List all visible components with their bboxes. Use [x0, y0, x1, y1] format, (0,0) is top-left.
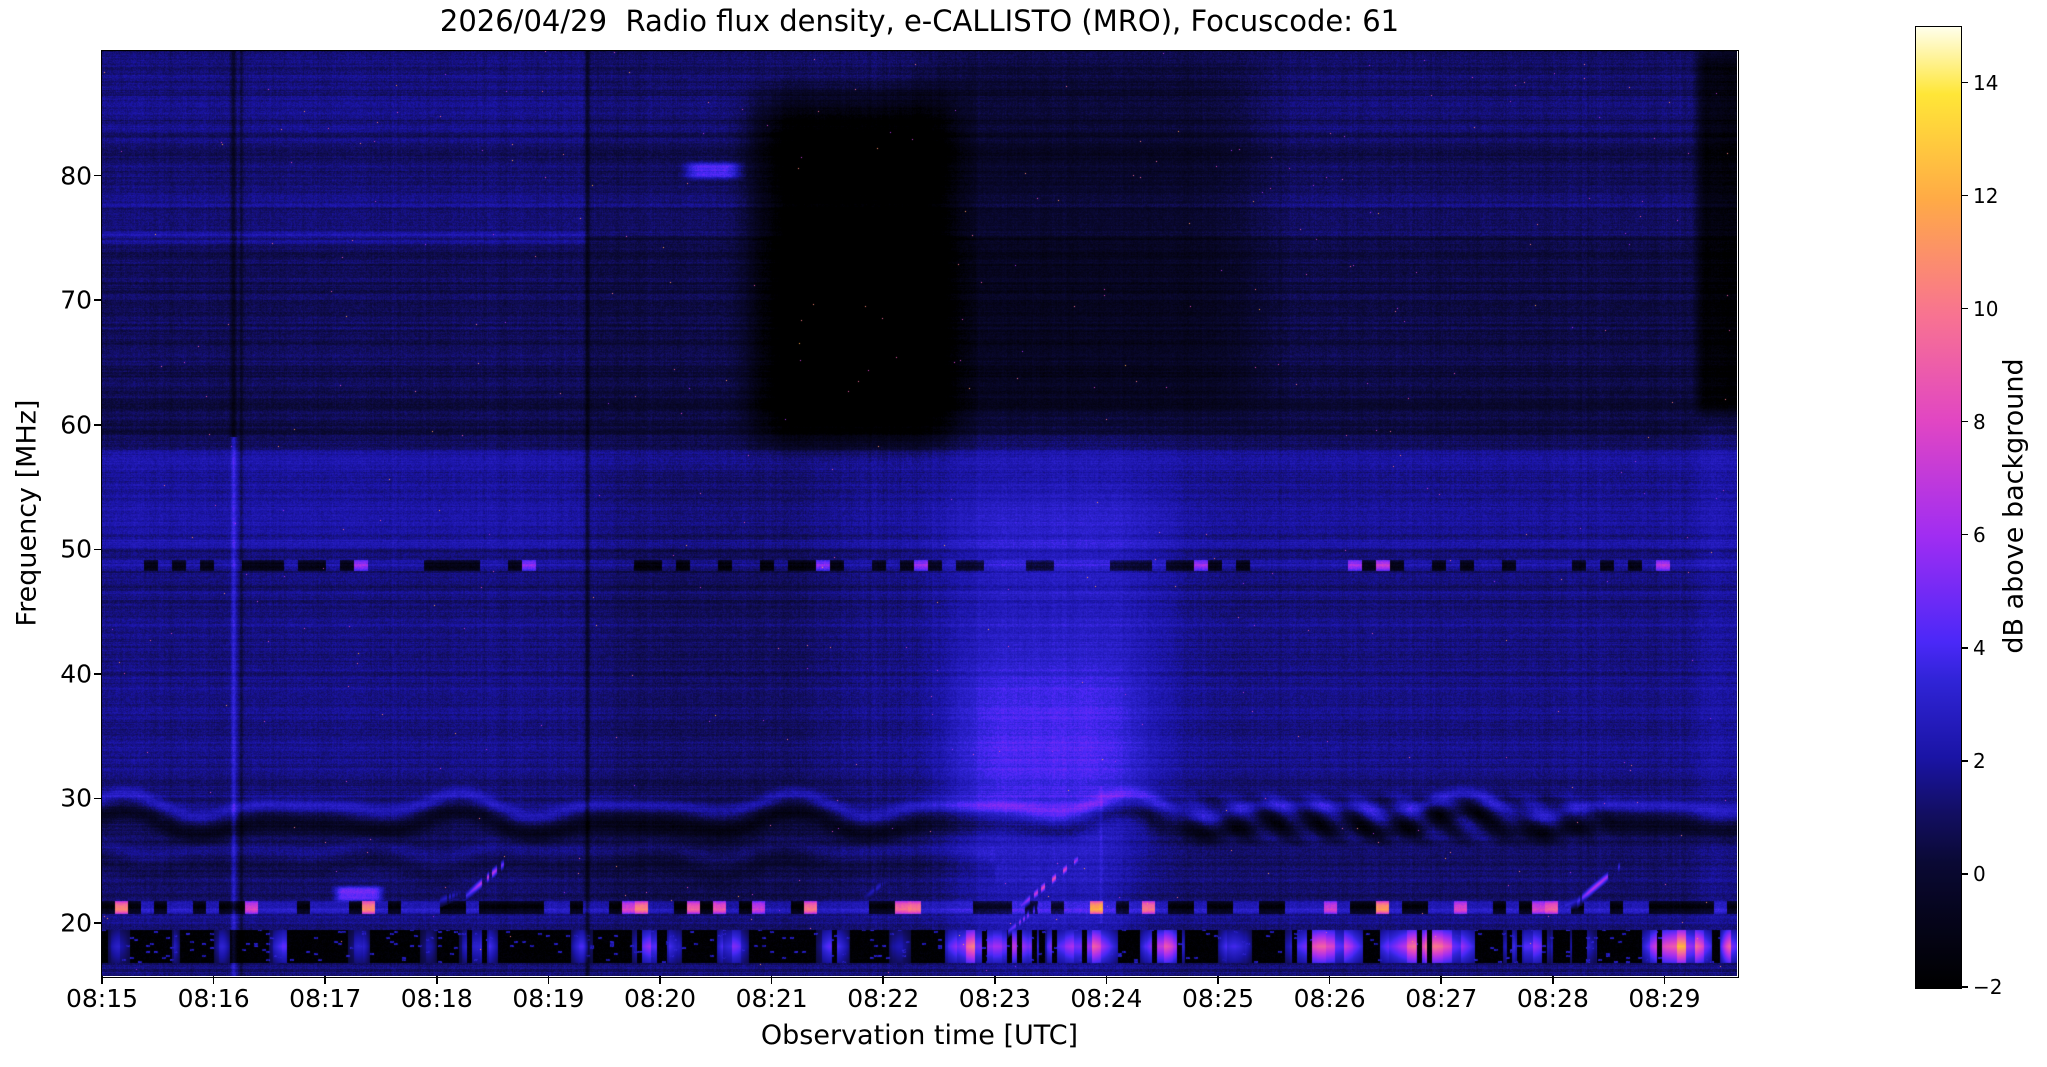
x-tick-mark: [1105, 976, 1108, 984]
x-tick-mark: [659, 976, 661, 984]
y-tick-label: 60: [60, 410, 92, 440]
y-axis-label: Frequency [MHz]: [11, 399, 43, 627]
y-tick-mark: [94, 174, 102, 177]
colorbar-tick-label: 0: [1973, 861, 1986, 886]
x-tick-label: 08:26: [1293, 984, 1366, 1013]
y-tick-mark: [94, 548, 102, 551]
x-tick-label: 08:29: [1628, 984, 1701, 1013]
x-tick-label: 08:18: [400, 984, 473, 1013]
colorbar-tick-mark: [1962, 873, 1968, 875]
colorbar-tick-mark: [1962, 986, 1968, 988]
colorbar-tick-mark: [1962, 307, 1968, 310]
x-tick-mark: [101, 976, 103, 984]
x-tick-label: 08:25: [1182, 984, 1255, 1013]
colorbar-tick-mark: [1962, 421, 1968, 423]
colorbar-tick-label: 2: [1973, 748, 1986, 773]
x-tick-label: 08:22: [847, 984, 920, 1013]
y-tick-label: 20: [60, 908, 92, 938]
y-tick-label: 70: [60, 285, 92, 315]
chart-title: 2026/04/29 Radio flux density, e-CALLIST…: [439, 4, 1400, 38]
y-tick-label: 50: [60, 534, 92, 564]
x-tick-label: 08:16: [177, 984, 250, 1013]
x-tick-mark: [770, 976, 773, 984]
x-tick-label: 08:20: [623, 984, 697, 1013]
colorbar-tick-mark: [1962, 81, 1968, 84]
colorbar-tick-label: 12: [1973, 183, 1999, 208]
colorbar-tick-label: 14: [1973, 70, 1999, 95]
y-tick-mark: [94, 423, 102, 426]
y-tick-mark: [94, 673, 102, 675]
y-tick-label: 40: [60, 659, 92, 689]
x-tick-mark: [1552, 976, 1554, 984]
colorbar-tick-label: 6: [1973, 522, 1986, 547]
colorbar-tick-label: 8: [1973, 409, 1986, 434]
colorbar-tick-mark: [1962, 534, 1968, 536]
x-tick-label: 08:24: [1070, 984, 1143, 1013]
spectrogram-heatmap: [102, 51, 1737, 976]
x-tick-mark: [1440, 976, 1443, 984]
x-tick-mark: [1217, 976, 1219, 984]
colorbar-tick-label: −2: [1973, 975, 2003, 999]
x-tick-mark: [324, 976, 326, 984]
colorbar-tick-label: 10: [1973, 296, 1999, 321]
x-tick-mark: [1328, 976, 1331, 984]
x-tick-label: 08:28: [1516, 984, 1589, 1013]
colorbar-label: dB above background: [1998, 358, 2030, 654]
y-tick-label: 30: [60, 783, 92, 813]
x-tick-label: 08:15: [65, 984, 139, 1013]
x-tick-label: 08:27: [1405, 984, 1478, 1013]
x-tick-mark: [436, 976, 438, 984]
x-tick-label: 08:23: [958, 984, 1031, 1013]
x-tick-mark: [882, 976, 885, 984]
y-tick-mark: [94, 922, 102, 924]
x-tick-mark: [994, 976, 996, 984]
colorbar: [1915, 26, 1962, 989]
colorbar-tick-mark: [1962, 647, 1968, 649]
x-tick-label: 08:17: [289, 984, 362, 1013]
y-tick-mark: [94, 797, 102, 800]
x-tick-mark: [1663, 976, 1666, 984]
x-tick-mark: [212, 976, 215, 984]
y-tick-label: 80: [60, 161, 92, 191]
colorbar-tick-label: 4: [1973, 635, 1986, 660]
colorbar-tick-mark: [1962, 760, 1968, 762]
colorbar-tick-mark: [1962, 194, 1968, 197]
x-tick-mark: [547, 976, 550, 984]
x-tick-label: 08:21: [735, 984, 808, 1013]
y-tick-mark: [94, 299, 102, 301]
x-axis-label: Observation time [UTC]: [760, 1020, 1079, 1051]
x-tick-label: 08:19: [512, 984, 585, 1013]
